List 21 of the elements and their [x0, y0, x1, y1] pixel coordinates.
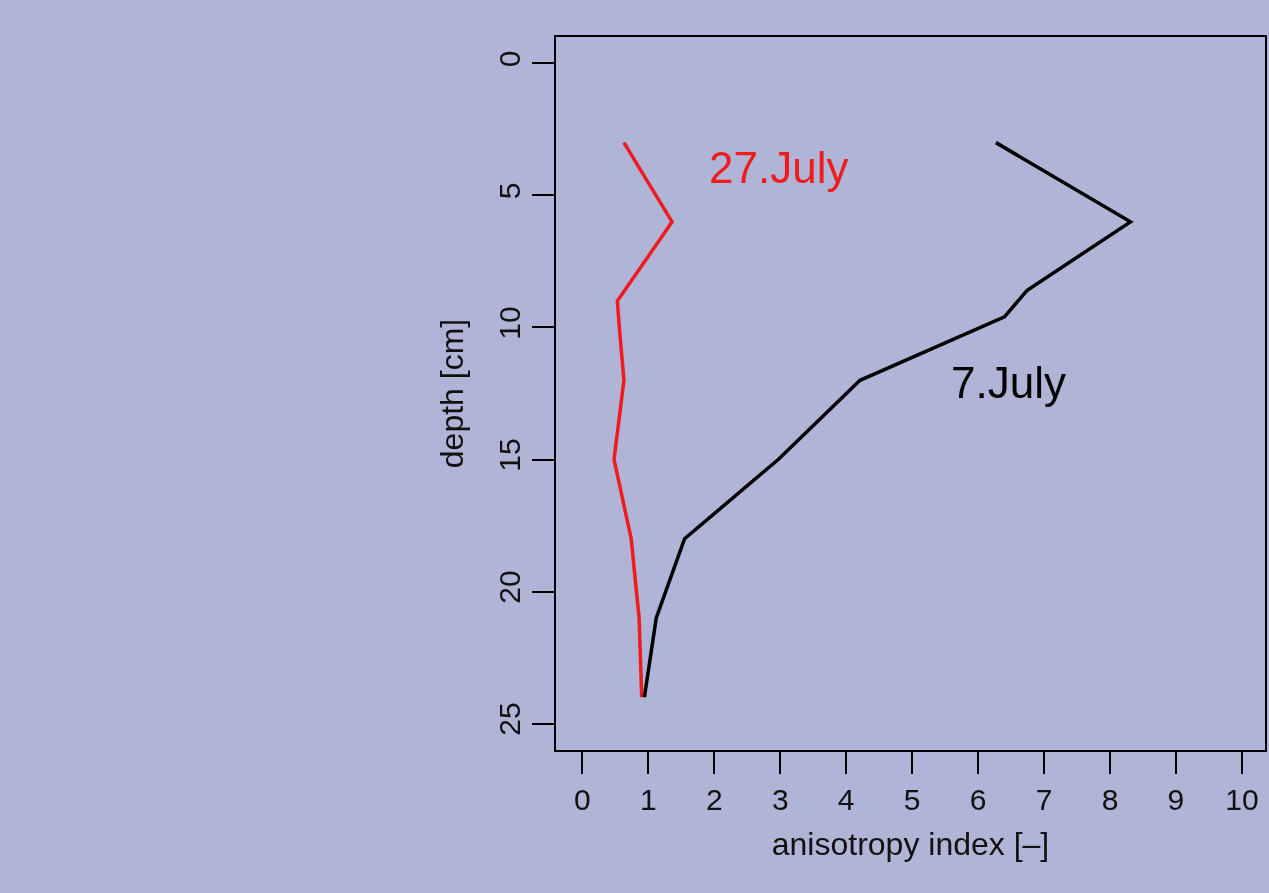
x-tick-label: 0: [574, 783, 591, 816]
x-tick-label: 5: [903, 783, 921, 816]
x-tick-label: 1: [639, 783, 657, 816]
y-tick-label: 20: [493, 570, 526, 604]
y-tick-label: 25: [493, 702, 526, 736]
y-tick-label: 5: [493, 182, 526, 200]
x-axis-title: anisotropy index [–]: [771, 826, 1050, 863]
y-axis-title: depth [cm]: [433, 318, 470, 469]
x-tick-label: 8: [1101, 783, 1119, 816]
x-tick-label: 3: [771, 783, 789, 816]
series-label: 27.July: [709, 143, 849, 192]
y-tick-label: 0: [493, 50, 526, 68]
x-tick-label: 9: [1167, 783, 1185, 816]
x-tick-label: 10: [1225, 783, 1259, 816]
series-label: 7.July: [951, 358, 1066, 407]
y-tick-label: 15: [493, 438, 526, 472]
x-tick-label: 6: [969, 783, 987, 816]
x-tick-label: 2: [705, 783, 723, 816]
y-tick-label: 10: [493, 306, 526, 340]
x-tick-label: 7: [1035, 783, 1053, 816]
x-tick-label: 4: [837, 783, 855, 816]
